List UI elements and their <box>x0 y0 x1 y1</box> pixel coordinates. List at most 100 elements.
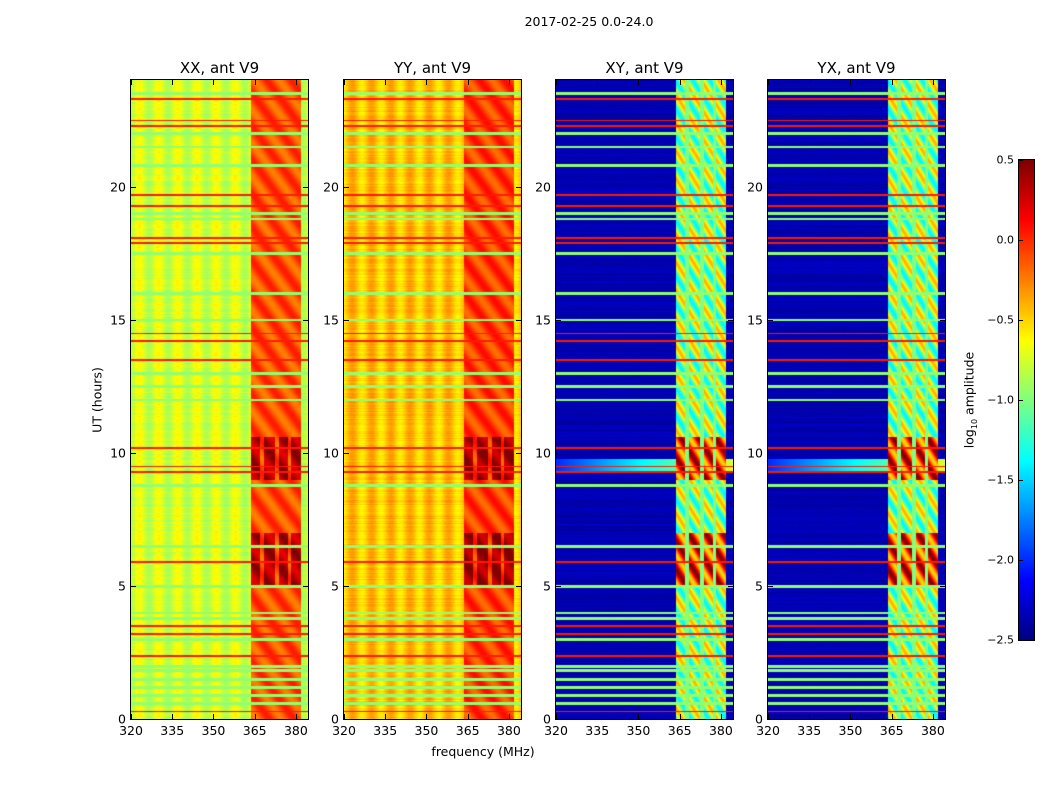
y-tick-mark <box>940 319 945 321</box>
x-tick-mark <box>679 80 681 85</box>
colorbar-tick-label: −1.0 <box>987 393 1014 407</box>
y-tick-mark <box>344 452 349 454</box>
panel-title-xy: XY, ant V9 <box>605 59 684 77</box>
y-tick-label: 15 <box>747 312 763 328</box>
y-tick-label: 20 <box>110 179 126 194</box>
y-tick-mark <box>728 719 733 720</box>
colorbar-label: log10 amplitude <box>961 352 979 448</box>
x-tick-mark <box>426 714 428 719</box>
x-tick-mark <box>556 80 557 85</box>
x-tick-mark <box>254 714 256 719</box>
y-tick-mark <box>131 319 136 321</box>
y-tick-label: 5 <box>118 578 126 594</box>
x-tick-label: 380 <box>708 723 733 738</box>
heatmap-yy <box>343 79 522 720</box>
x-tick-mark <box>295 80 297 85</box>
x-tick-label: 365 <box>667 723 692 738</box>
y-tick-mark <box>768 719 773 720</box>
y-tick-mark <box>556 719 561 720</box>
y-tick-mark <box>303 452 308 454</box>
y-tick-label: 5 <box>755 578 763 594</box>
y-tick-mark <box>768 319 773 321</box>
x-tick-mark <box>850 714 852 719</box>
x-tick-mark <box>254 80 256 85</box>
x-tick-label: 365 <box>879 723 904 738</box>
figure-title: 2017-02-25 0.0-24.0 <box>524 14 654 29</box>
colorbar-label-sub: 10 <box>969 418 979 430</box>
x-tick-mark <box>768 80 769 85</box>
y-tick-mark <box>344 186 349 188</box>
y-tick-mark <box>303 186 308 188</box>
y-tick-mark <box>768 452 773 454</box>
y-tick-mark <box>131 186 136 188</box>
y-tick-mark <box>516 585 521 587</box>
x-tick-mark <box>385 714 387 719</box>
y-tick-label: 0 <box>543 711 551 727</box>
x-tick-mark <box>850 80 852 85</box>
y-tick-mark <box>556 186 561 188</box>
x-tick-label: 335 <box>373 723 398 738</box>
x-tick-mark <box>638 714 640 719</box>
x-tick-mark <box>131 80 132 85</box>
x-tick-label: 350 <box>626 723 651 738</box>
y-tick-mark <box>303 585 308 587</box>
y-tick-mark <box>556 319 561 321</box>
y-tick-mark <box>940 585 945 587</box>
colorbar-tick-mark <box>1019 400 1023 401</box>
y-tick-mark <box>303 719 308 720</box>
x-tick-label: 320 <box>756 723 780 738</box>
y-tick-mark <box>940 186 945 188</box>
colorbar-tick-label: −1.5 <box>987 473 1014 487</box>
x-tick-mark <box>508 714 510 719</box>
y-tick-mark <box>940 452 945 454</box>
y-tick-label: 0 <box>118 711 126 727</box>
x-tick-mark <box>679 714 681 719</box>
y-tick-mark <box>556 452 561 454</box>
x-tick-label: 380 <box>283 723 308 738</box>
colorbar-tick-label: −2.5 <box>987 633 1014 647</box>
y-tick-mark <box>344 585 349 587</box>
y-axis-label: UT (hours) <box>89 367 105 433</box>
x-tick-label: 320 <box>332 723 356 738</box>
y-tick-label: 10 <box>323 445 339 461</box>
y-tick-mark <box>131 719 136 720</box>
y-tick-mark <box>344 319 349 321</box>
y-tick-mark <box>516 319 521 321</box>
x-tick-label: 320 <box>544 723 568 738</box>
y-tick-mark <box>768 186 773 188</box>
x-tick-label: 365 <box>242 723 267 738</box>
x-tick-mark <box>809 80 811 85</box>
x-tick-mark <box>508 80 510 85</box>
colorbar-tick-mark <box>1019 320 1023 321</box>
y-tick-mark <box>768 585 773 587</box>
y-tick-mark <box>940 719 945 720</box>
y-tick-label: 20 <box>747 179 763 194</box>
y-tick-mark <box>131 452 136 454</box>
x-tick-mark <box>597 80 599 85</box>
y-tick-label: 20 <box>535 179 551 194</box>
panel-title-xx: XX, ant V9 <box>179 59 260 77</box>
y-tick-label: 0 <box>755 711 763 727</box>
y-tick-mark <box>728 585 733 587</box>
x-axis-label: frequency (MHz) <box>431 744 535 759</box>
colorbar-tick-label: 0.5 <box>996 153 1015 167</box>
x-tick-mark <box>809 714 811 719</box>
colorbar-tick-mark <box>1019 640 1023 641</box>
x-tick-mark <box>385 80 387 85</box>
y-tick-label: 5 <box>331 578 339 594</box>
x-tick-mark <box>467 714 469 719</box>
colorbar-tick-label: 0.0 <box>996 233 1015 247</box>
x-tick-mark <box>295 714 297 719</box>
heatmap-xy <box>555 79 734 720</box>
y-tick-mark <box>344 719 349 720</box>
x-tick-mark <box>932 80 934 85</box>
colorbar-tick-mark <box>1019 240 1023 241</box>
colorbar-tick-mark <box>1019 480 1023 481</box>
x-tick-mark <box>344 80 345 85</box>
x-tick-mark <box>891 80 893 85</box>
y-tick-label: 0 <box>331 711 339 727</box>
y-tick-mark <box>516 186 521 188</box>
x-tick-label: 350 <box>414 723 439 738</box>
y-tick-label: 15 <box>323 312 339 328</box>
x-tick-mark <box>597 714 599 719</box>
